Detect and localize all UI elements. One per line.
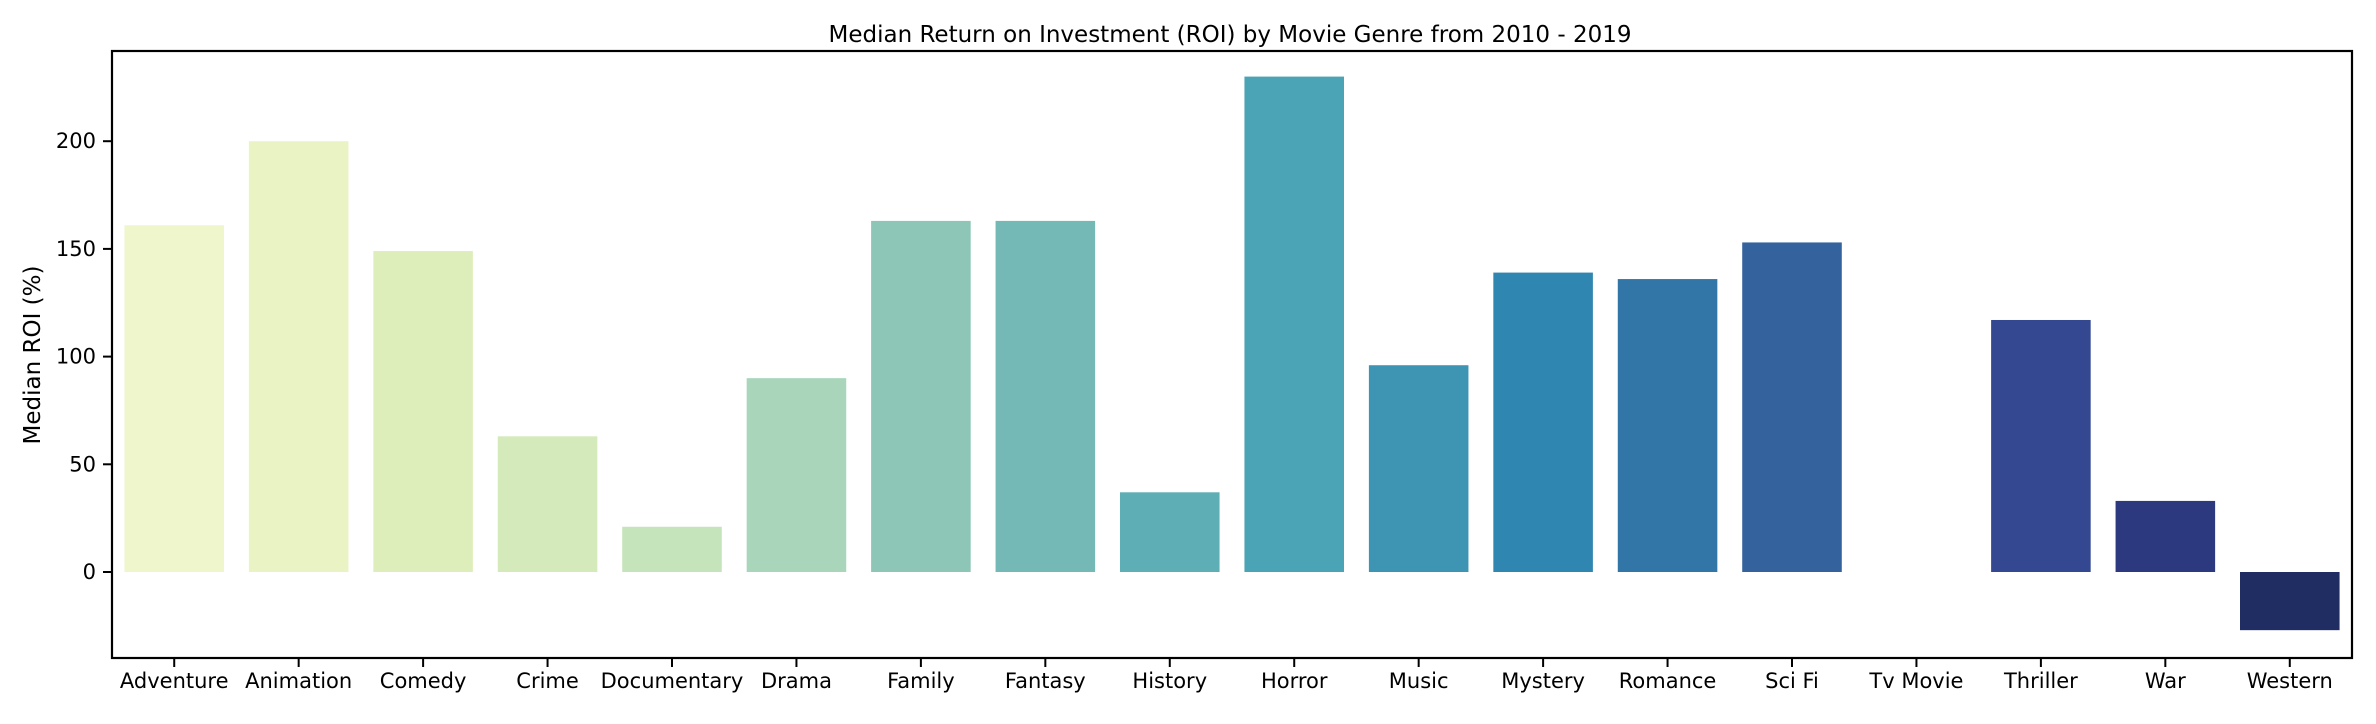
x-tick-label: War bbox=[2145, 669, 2186, 693]
x-tick-label: Romance bbox=[1619, 669, 1717, 693]
x-tick-label: History bbox=[1132, 669, 1207, 693]
x-tick-label: Adventure bbox=[120, 669, 229, 693]
x-tick-label: Family bbox=[887, 669, 955, 693]
bar bbox=[2240, 572, 2340, 631]
x-tick-label: Tv Movie bbox=[1868, 669, 1963, 693]
y-tick-label: 200 bbox=[56, 129, 96, 153]
y-tick-label: 100 bbox=[56, 345, 96, 369]
x-axis: Adventure Animation Comedy Crime Documentary… bbox=[120, 658, 2333, 693]
bar bbox=[2115, 500, 2216, 572]
y-axis-label: Median ROI (%) bbox=[20, 266, 46, 445]
bar bbox=[746, 378, 847, 572]
x-tick-label: Western bbox=[2247, 669, 2333, 693]
bars-group bbox=[124, 76, 2340, 631]
x-tick-label: Documentary bbox=[601, 669, 744, 693]
x-tick-label: Music bbox=[1389, 669, 1449, 693]
x-tick-label: Mystery bbox=[1501, 669, 1585, 693]
y-axis: 0 50 100 150 200 bbox=[56, 129, 112, 584]
x-tick-label: Comedy bbox=[380, 669, 467, 693]
bar bbox=[1368, 365, 1469, 572]
x-tick-label: Horror bbox=[1261, 669, 1328, 693]
bar bbox=[995, 220, 1096, 572]
bar bbox=[1617, 279, 1718, 572]
bar bbox=[248, 141, 349, 572]
x-tick-label: Thriller bbox=[2003, 669, 2078, 693]
bar bbox=[1120, 492, 1220, 572]
bar bbox=[1244, 76, 1344, 572]
bar bbox=[1493, 272, 1593, 572]
y-tick-label: 0 bbox=[83, 560, 96, 584]
bar bbox=[622, 526, 722, 572]
x-tick-label: Fantasy bbox=[1005, 669, 1086, 693]
y-tick-label: 50 bbox=[69, 452, 96, 476]
chart-title: Median Return on Investment (ROI) by Mov… bbox=[829, 22, 1632, 48]
plot-frame bbox=[110, 49, 2354, 660]
bar bbox=[124, 225, 224, 572]
x-tick-label: Sci Fi bbox=[1765, 669, 1819, 693]
bar bbox=[373, 251, 473, 573]
bar bbox=[871, 220, 971, 572]
x-tick-label: Drama bbox=[761, 669, 832, 693]
bar bbox=[497, 436, 598, 572]
y-tick-label: 150 bbox=[56, 237, 96, 261]
bar bbox=[1742, 242, 1842, 572]
bar bbox=[1991, 319, 2091, 572]
x-tick-label: Animation bbox=[245, 669, 352, 693]
x-tick-label: Crime bbox=[516, 669, 579, 693]
